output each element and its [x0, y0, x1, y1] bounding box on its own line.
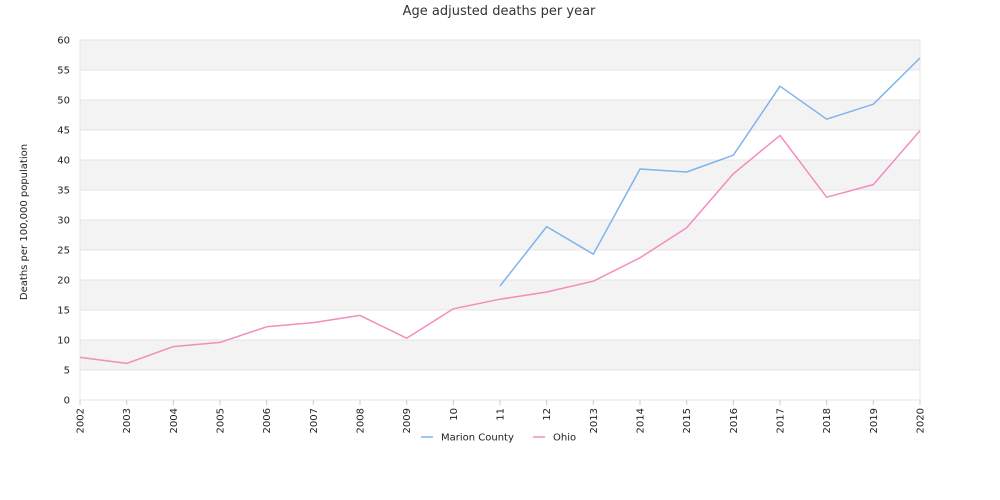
x-tick-label: 2017: [776, 408, 787, 433]
x-tick-label: 2004: [169, 408, 180, 433]
grid-band: [80, 310, 920, 340]
y-tick-label: 15: [57, 306, 70, 317]
x-tick-label: 2015: [682, 408, 693, 433]
y-axis: 0 5 10 15 20 25 30 35 40 45 50 55 60: [57, 36, 70, 407]
grid-band: [80, 100, 920, 130]
grid-band: [80, 370, 920, 400]
y-tick-label: 35: [57, 186, 70, 197]
grid-band: [80, 160, 920, 190]
x-axis: 2002 2003 2004 2005 2006 2007 2008 2009 10 11 12 20…: [76, 400, 927, 433]
y-axis-label: Deaths per 100,000 population: [19, 144, 30, 300]
grid-band: [80, 340, 920, 370]
x-tick-label: 2002: [76, 408, 87, 433]
grid-band: [80, 220, 920, 250]
y-tick-label: 45: [57, 126, 70, 137]
y-tick-label: 50: [57, 96, 70, 107]
series-lines: [79, 57, 921, 365]
y-tick-label: 30: [57, 216, 70, 227]
legend-label: Marion County: [441, 433, 514, 444]
grid-band: [80, 130, 920, 160]
y-tick-label: 55: [57, 66, 70, 77]
grid-band: [80, 280, 920, 310]
grid-band: [80, 190, 920, 220]
x-tick-label: 2013: [589, 408, 600, 433]
grid-band: [80, 40, 920, 70]
x-tick-label: 2003: [122, 408, 133, 433]
y-tick-label: 0: [64, 396, 70, 407]
x-tick-label: 11: [496, 408, 507, 421]
x-tick-label: 2016: [729, 408, 740, 433]
grid-bands: [80, 40, 920, 400]
x-tick-label: 2005: [216, 408, 227, 433]
grid-band: [80, 70, 920, 100]
legend-item-marion-county[interactable]: Marion County: [421, 433, 514, 444]
y-tick-label: 20: [57, 276, 70, 287]
legend-label: Ohio: [553, 433, 576, 444]
x-tick-label: 12: [542, 408, 553, 421]
y-tick-label: 10: [57, 336, 70, 347]
grid-lines: [79, 39, 921, 401]
x-tick-label: 2020: [916, 408, 927, 433]
y-tick-label: 40: [57, 156, 70, 167]
legend[interactable]: Marion County Ohio: [421, 433, 576, 444]
y-tick-label: 25: [57, 246, 70, 257]
series-line-ohio: [79, 130, 921, 365]
legend-item-ohio[interactable]: Ohio: [533, 433, 576, 444]
x-tick-label: 2019: [869, 408, 880, 433]
x-tick-label: 2014: [636, 408, 647, 433]
series-line-marion-county: [499, 57, 921, 287]
x-tick-label: 2006: [262, 408, 273, 433]
y-tick-label: 60: [57, 36, 70, 47]
x-tick-label: 2008: [356, 408, 367, 433]
chart-title: Age adjusted deaths per year: [403, 4, 596, 19]
x-tick-label: 2018: [822, 408, 833, 433]
x-tick-label: 2009: [402, 408, 413, 433]
x-tick-label: 10: [449, 408, 460, 421]
x-tick-label: 2007: [309, 408, 320, 433]
y-tick-label: 5: [64, 366, 70, 377]
grid-band: [80, 250, 920, 280]
